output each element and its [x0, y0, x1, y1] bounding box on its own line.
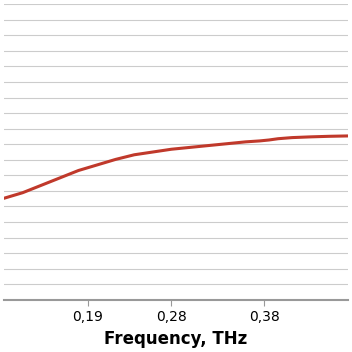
X-axis label: Frequency, THz: Frequency, THz — [105, 330, 247, 348]
